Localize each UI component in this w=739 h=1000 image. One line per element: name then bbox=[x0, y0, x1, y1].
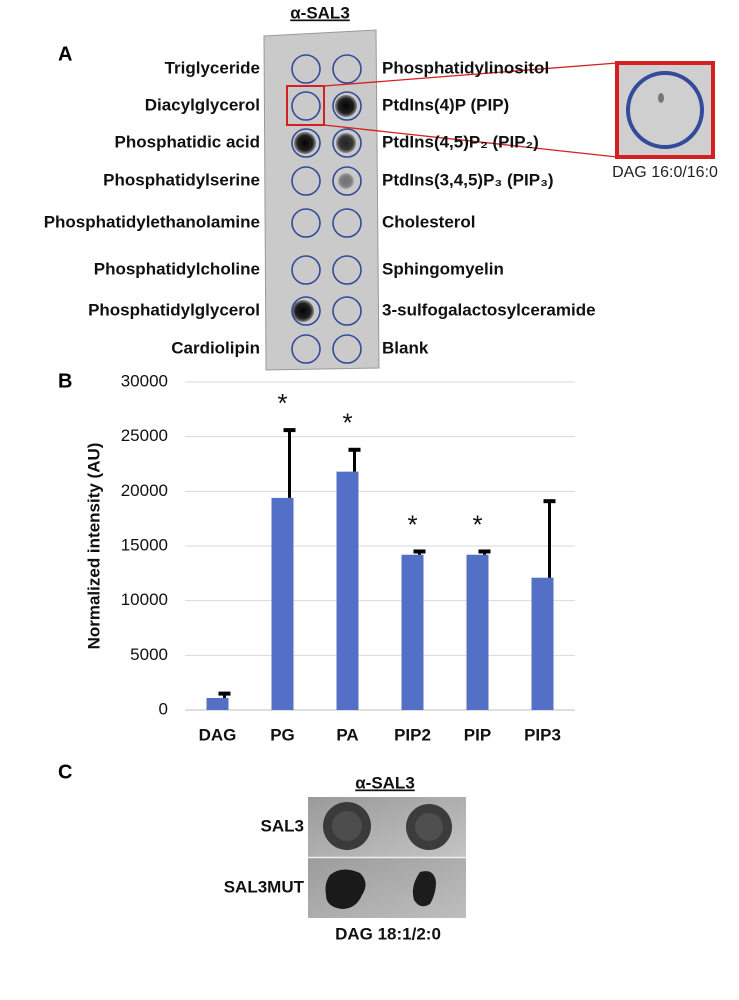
lipid-label: Phosphatidic acid bbox=[115, 132, 260, 151]
y-tick-label: 25000 bbox=[121, 426, 168, 445]
blot-c bbox=[308, 797, 466, 918]
x-tick-label: PIP2 bbox=[394, 725, 431, 744]
lipid-label: Phosphatidylserine bbox=[103, 170, 260, 189]
antibody-label: α-SAL3 bbox=[290, 3, 350, 22]
bar bbox=[531, 577, 554, 710]
spot-circles bbox=[291, 54, 362, 364]
x-tick-label: PIP3 bbox=[524, 725, 561, 744]
lipid-label: Cardiolipin bbox=[171, 338, 260, 357]
spot bbox=[412, 871, 436, 907]
bar bbox=[271, 497, 294, 710]
lipid-label: PtdIns(3,4,5)P₃ (PIP₃) bbox=[382, 170, 554, 189]
row-label: SAL3MUT bbox=[224, 877, 305, 896]
y-tick-label: 10000 bbox=[121, 590, 168, 609]
significance-mark: * bbox=[472, 509, 482, 539]
inset-image bbox=[615, 61, 715, 159]
significance-mark: * bbox=[407, 509, 417, 539]
error-bar bbox=[478, 549, 491, 555]
x-tick-label: PIP bbox=[464, 725, 491, 744]
y-axis-label: Normalized intensity (AU) bbox=[84, 443, 103, 650]
lipid-label: Phosphatidylcholine bbox=[94, 259, 260, 278]
significance-mark: * bbox=[277, 388, 287, 418]
x-tick-label: PG bbox=[270, 725, 295, 744]
right-labels: Phosphatidylinositol PtdIns(4)P (PIP) PtdI… bbox=[382, 58, 596, 357]
inset-circle bbox=[626, 71, 704, 149]
bar bbox=[336, 471, 359, 710]
membrane bbox=[263, 29, 380, 371]
error-bar bbox=[283, 428, 296, 498]
lipid-label: 3-sulfogalactosylceramide bbox=[382, 300, 596, 319]
spot bbox=[336, 133, 356, 153]
spot bbox=[294, 132, 316, 154]
y-tick-label: 0 bbox=[159, 699, 168, 718]
lipid-label: PtdIns(4)P (PIP) bbox=[382, 95, 509, 114]
antibody-label: α-SAL3 bbox=[355, 773, 415, 792]
inset-spot bbox=[658, 93, 664, 103]
x-tick-label: PA bbox=[336, 725, 358, 744]
y-tick-label: 15000 bbox=[121, 535, 168, 554]
spot bbox=[292, 300, 314, 322]
inset-label: DAG 16:0/16:0 bbox=[612, 164, 718, 181]
zoom-box bbox=[286, 85, 325, 126]
caption: DAG 18:1/2:0 bbox=[335, 924, 441, 943]
lipid-label: Cholesterol bbox=[382, 212, 476, 231]
zoom-line bbox=[323, 62, 618, 87]
error-bar bbox=[543, 499, 556, 578]
lipid-label: PtdIns(4,5)P₂ (PIP₂) bbox=[382, 132, 539, 151]
spot bbox=[338, 173, 354, 189]
spot bbox=[335, 95, 357, 117]
y-tick-label: 5000 bbox=[130, 645, 168, 664]
lipid-label: Diacylglycerol bbox=[145, 95, 260, 114]
lipid-label: Phosphatidylglycerol bbox=[88, 300, 260, 319]
bar bbox=[466, 554, 489, 710]
error-bar bbox=[218, 691, 231, 698]
zoom-line bbox=[323, 124, 618, 158]
row-label: SAL3 bbox=[261, 816, 304, 835]
lipid-label: Triglyceride bbox=[165, 58, 260, 77]
inset bbox=[615, 61, 715, 159]
blot bbox=[263, 29, 380, 371]
significance-mark: * bbox=[342, 408, 352, 438]
lipid-label: Phosphatidylethanolamine bbox=[44, 212, 260, 231]
panel-label: B bbox=[58, 370, 72, 392]
bar bbox=[401, 554, 424, 710]
lipid-label: Sphingomyelin bbox=[382, 259, 504, 278]
spot bbox=[325, 869, 366, 909]
y-tick-label: 20000 bbox=[121, 481, 168, 500]
y-tick-label: 30000 bbox=[121, 371, 168, 390]
panel-label: A bbox=[58, 43, 72, 65]
lipid-label: Blank bbox=[382, 338, 429, 357]
left-labels: Triglyceride Diacylglycerol Phosphatidic a… bbox=[44, 58, 260, 357]
error-bar bbox=[413, 549, 426, 555]
lipid-label: Phosphatidylinositol bbox=[382, 58, 549, 77]
panel-label: C bbox=[58, 761, 72, 783]
x-tick-label: DAG bbox=[199, 725, 237, 744]
bar-chart: 0 5000 10000 15000 20000 25000 30000 DAG PG * PA * P… bbox=[121, 371, 575, 744]
bar bbox=[206, 697, 229, 710]
error-bar bbox=[348, 447, 361, 472]
